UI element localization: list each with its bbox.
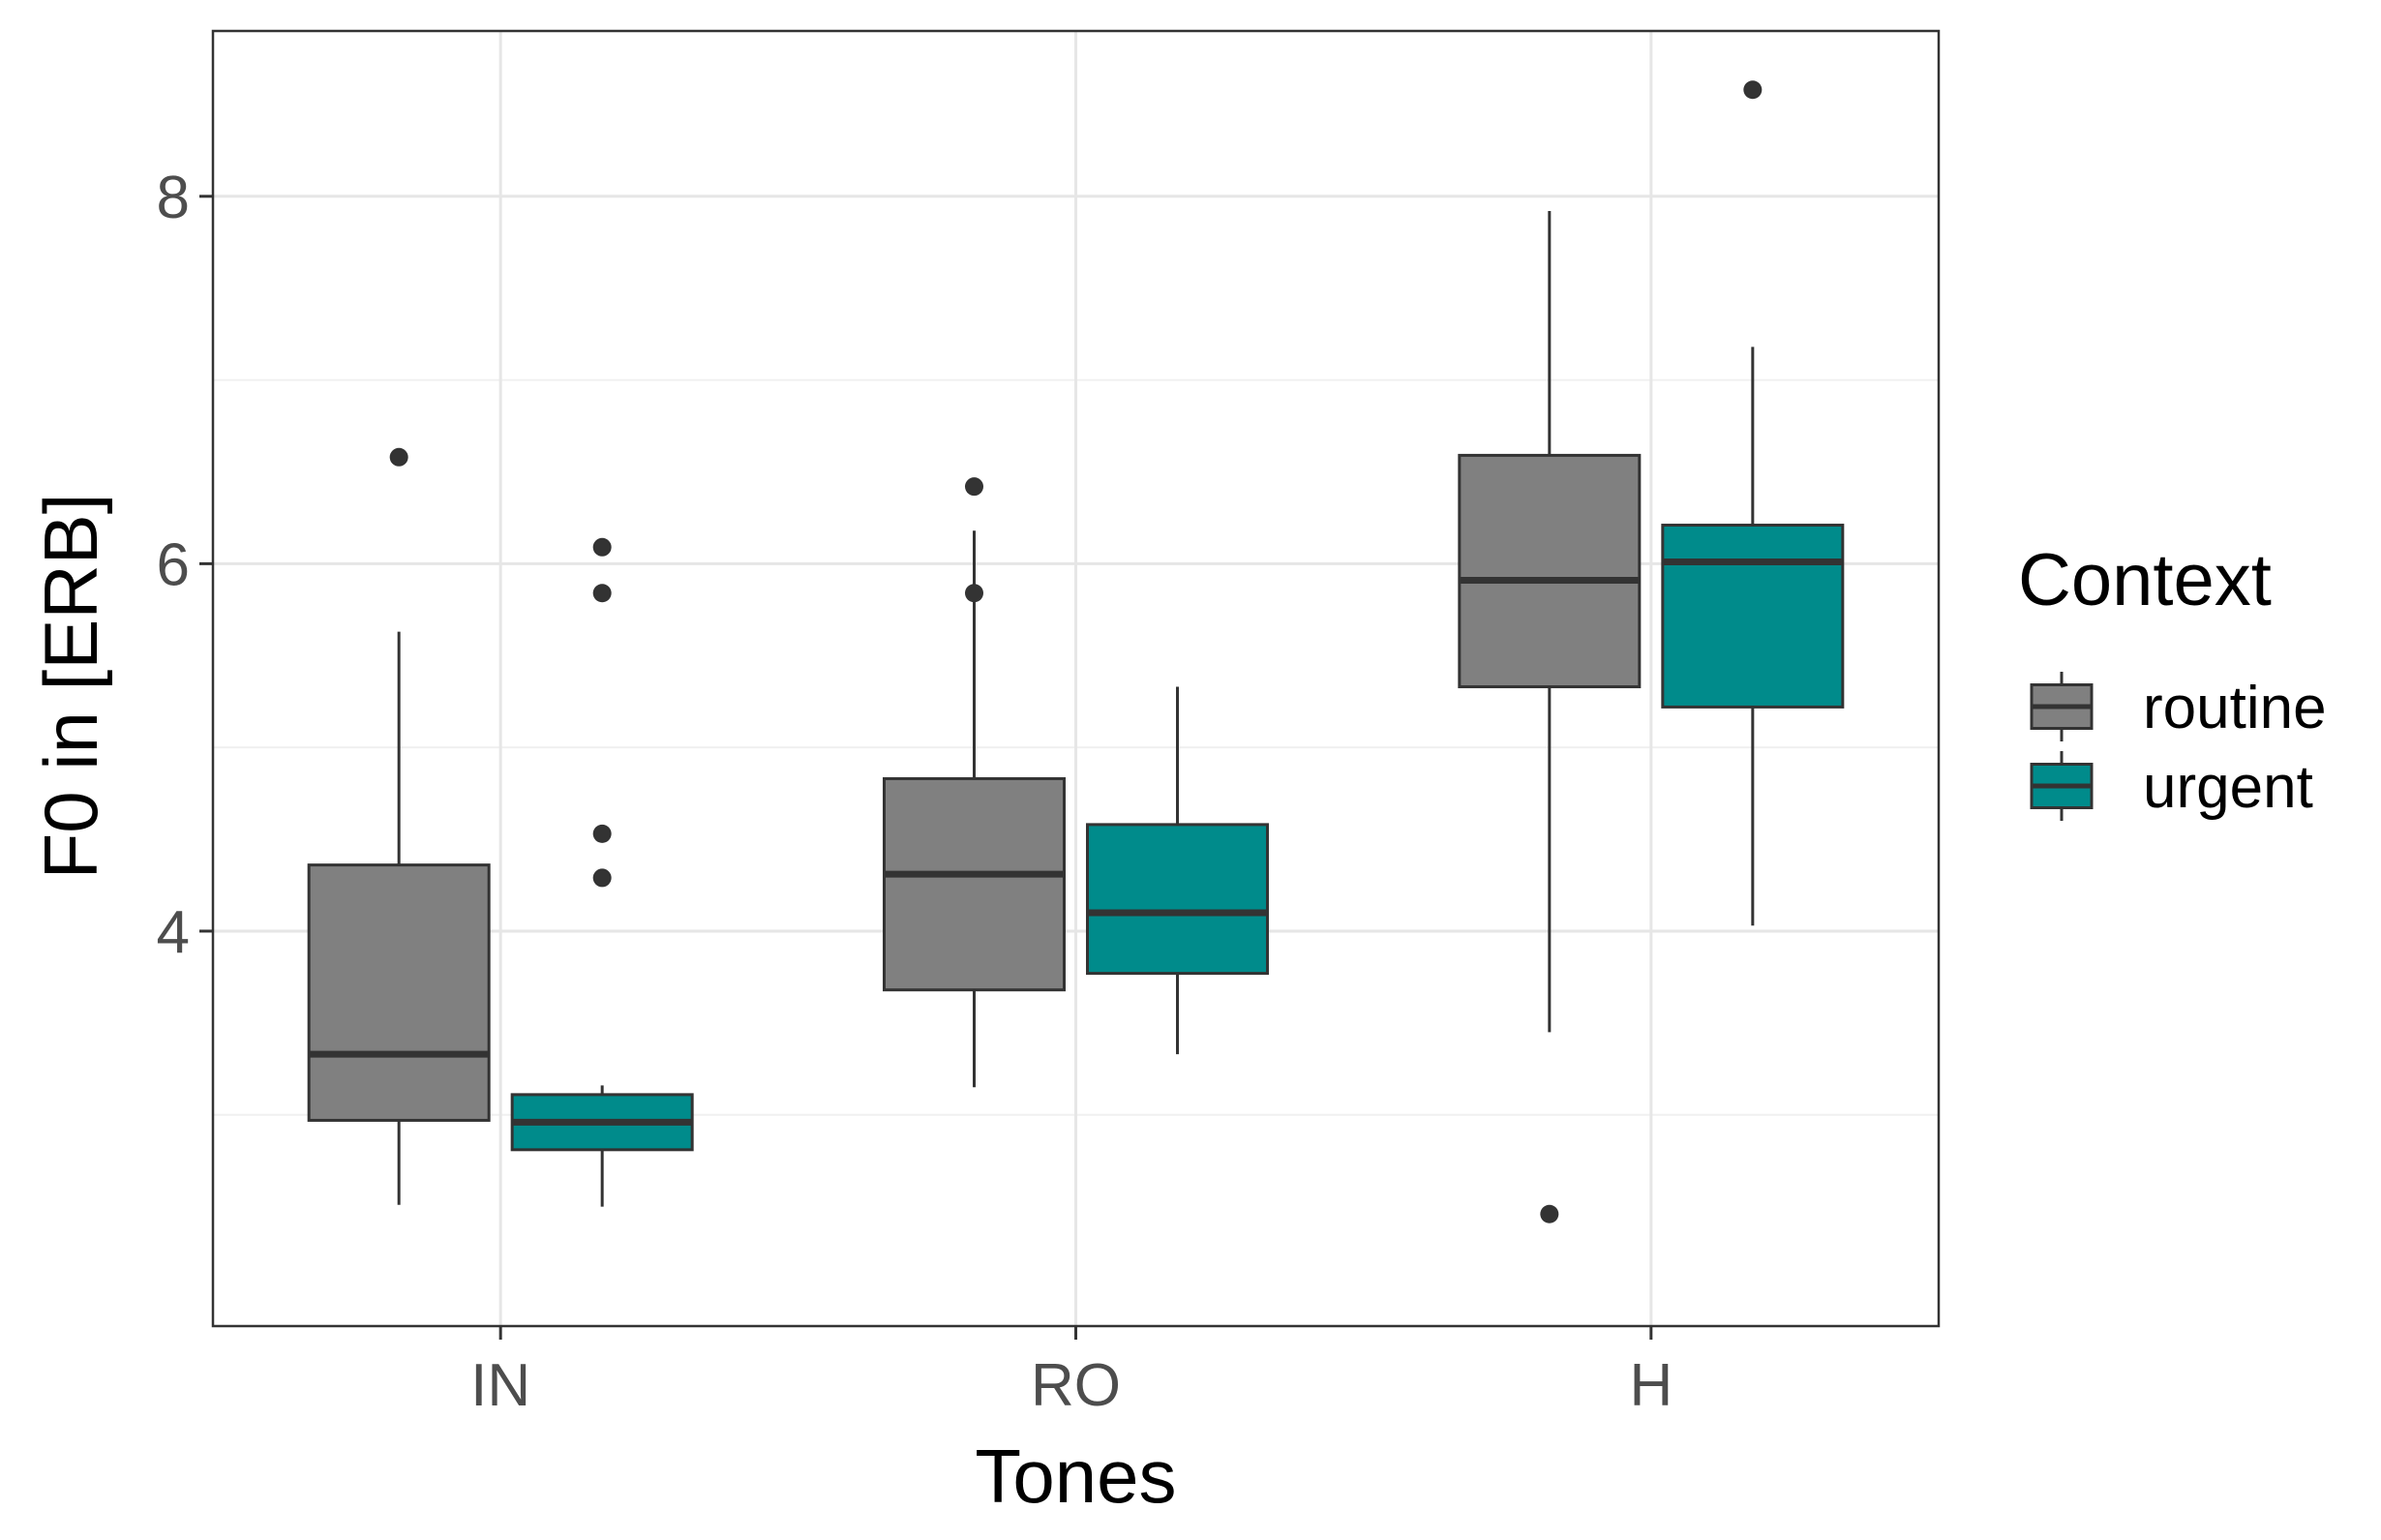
outlier-point	[1540, 1204, 1559, 1223]
outlier-point	[1743, 80, 1763, 100]
outlier-point	[592, 584, 612, 603]
box-iqr	[1458, 453, 1642, 689]
outlier-point	[965, 477, 983, 497]
box-urgent-IN	[510, 537, 694, 1207]
box-iqr	[883, 776, 1066, 992]
x-axis-title: Tones	[975, 1434, 1176, 1519]
box-urgent-H	[1661, 80, 1845, 926]
legend-title: Context	[2018, 539, 2272, 621]
legend-label: urgent	[2143, 754, 2313, 821]
y-tick-label: 8	[157, 165, 190, 231]
outlier-point	[592, 868, 612, 888]
outlier-point	[965, 584, 983, 603]
axes: 4 6 8 IN RO H Tones F0 in [ERB]	[28, 165, 1673, 1519]
box-routine-IN	[307, 447, 491, 1205]
box-routine-H	[1458, 210, 1642, 1223]
box-routine-RO	[883, 477, 1066, 1088]
x-tick-label: RO	[1031, 1352, 1121, 1419]
y-tick-label: 4	[157, 899, 190, 966]
box-iqr	[1086, 823, 1269, 976]
box-iqr	[1661, 524, 1845, 709]
legend-item-routine: routine	[2030, 672, 2327, 741]
y-axis-title: F0 in [ERB]	[28, 494, 113, 880]
x-tick-label: H	[1629, 1352, 1673, 1419]
plot-panel	[211, 29, 1941, 1328]
legend-item-urgent: urgent	[2030, 751, 2313, 821]
outlier-point	[592, 824, 612, 843]
y-tick-label: 6	[157, 531, 190, 598]
box-urgent-RO	[1086, 686, 1269, 1055]
x-tick-label: IN	[470, 1352, 530, 1419]
outlier-point	[592, 537, 612, 557]
legend-label: routine	[2143, 675, 2327, 741]
box-iqr	[307, 863, 491, 1122]
outlier-point	[389, 447, 408, 467]
legend: Context routine urgent	[2018, 539, 2327, 821]
